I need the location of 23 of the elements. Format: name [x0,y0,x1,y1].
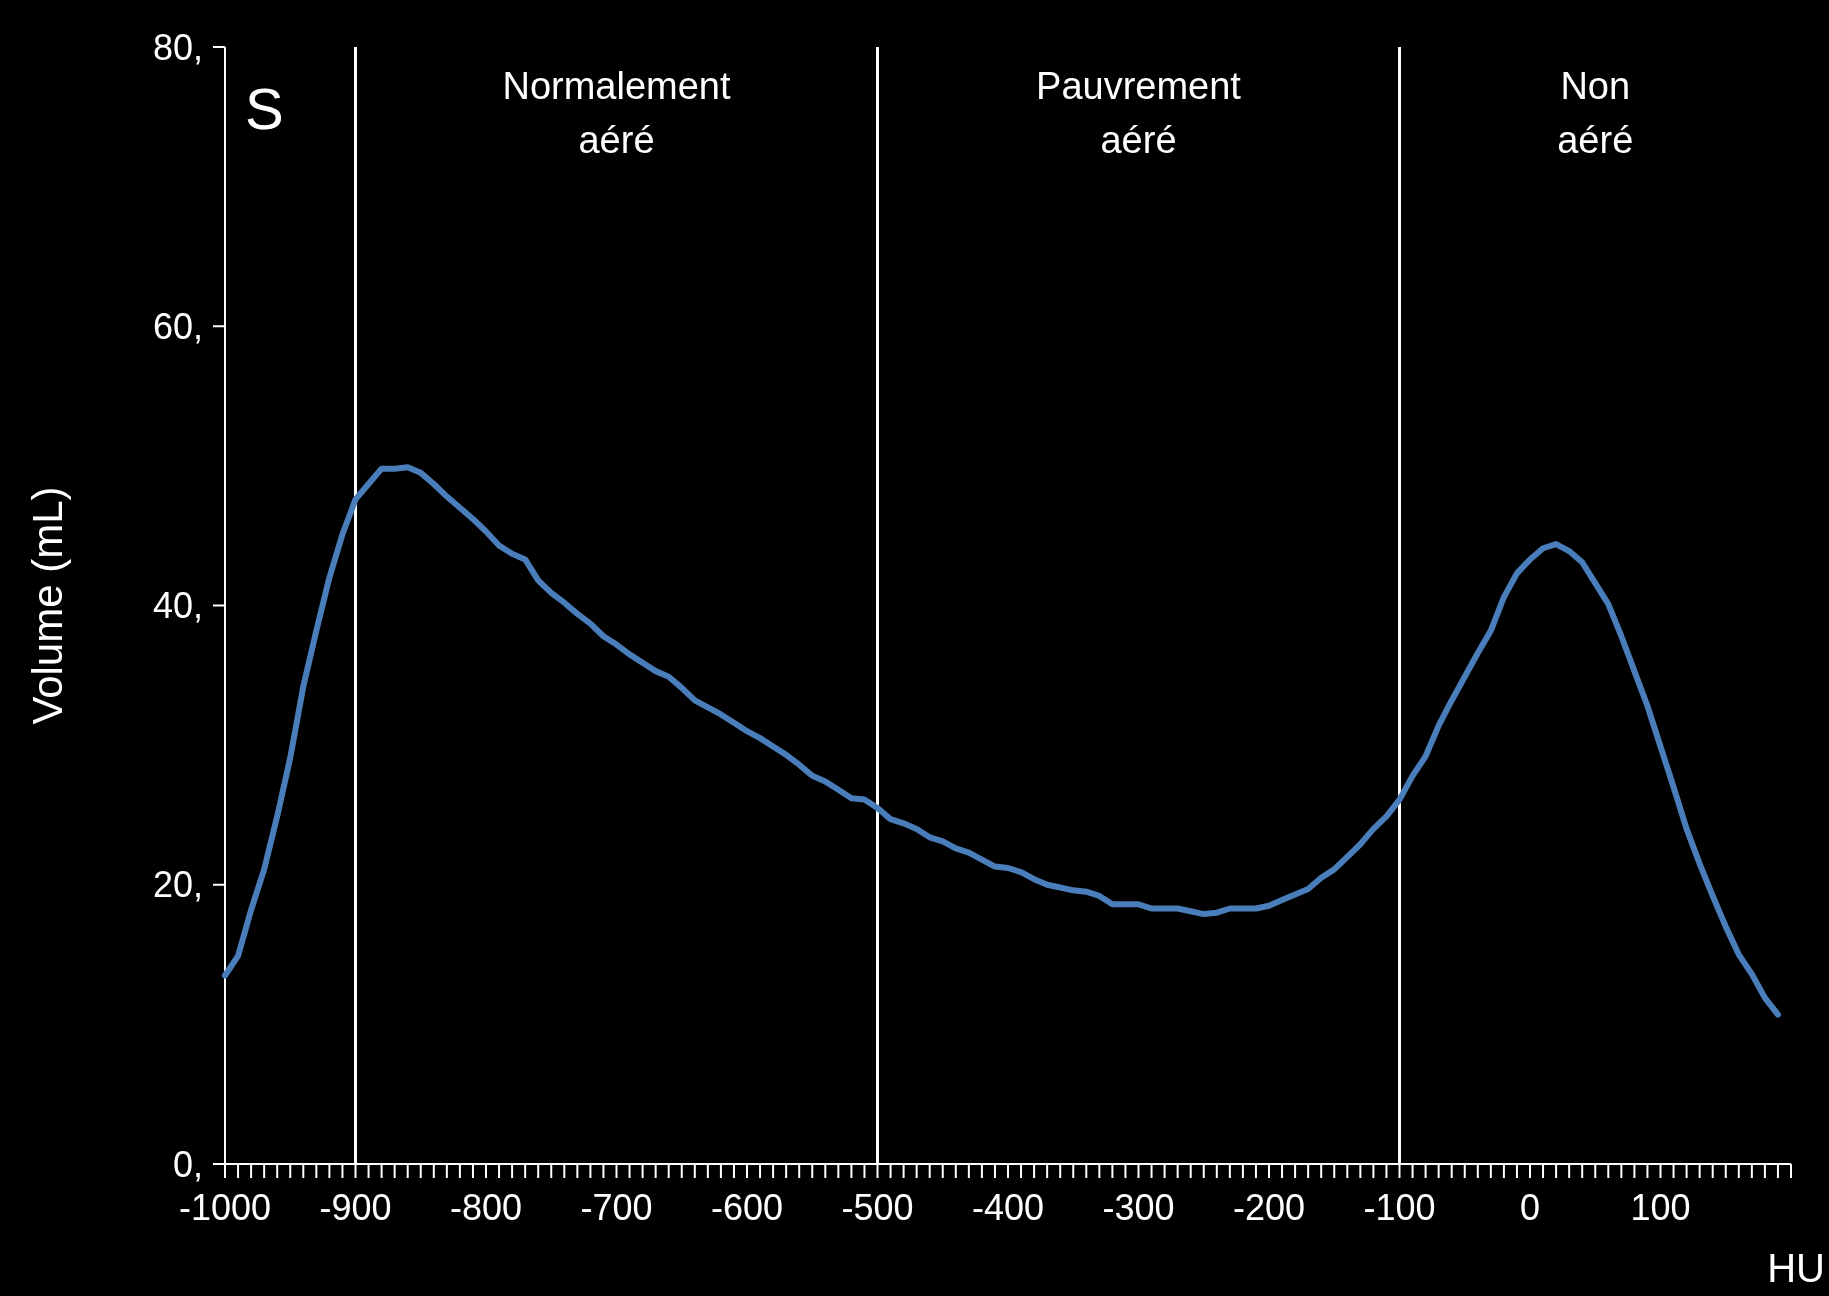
x-tick-label: -200 [1232,1187,1306,1228]
x-tick-label: -400 [971,1187,1045,1228]
x-tick-label: -1000 [178,1187,272,1228]
y-tick-label: 0, [172,1143,203,1185]
annotation: Normalement aéré [502,65,731,161]
annotation: Non aéré [1557,65,1634,161]
y-tick-label: 60, [152,305,203,347]
y-tick-label: 40, [152,585,203,627]
x-tick-label: -300 [1102,1187,1175,1228]
y-tick-label: 80, [152,26,203,68]
x-tick-label: 0 [1519,1187,1541,1228]
x-tick-label: -500 [841,1187,914,1228]
x-tick-label: -600 [710,1187,784,1228]
x-tick-label: -800 [449,1187,523,1228]
y-axis-title: Volume (mL) [24,486,71,725]
x-tick-label: -100 [1363,1187,1436,1228]
x-axis-title: HU [1767,1246,1825,1290]
annotation: S [245,76,284,141]
x-tick-label: -700 [580,1187,653,1228]
annotation: Pauvrement aéré [1036,65,1242,161]
x-tick-label: 100 [1630,1187,1691,1228]
x-tick-label: -900 [319,1187,392,1228]
y-tick-label: 20, [152,864,203,906]
